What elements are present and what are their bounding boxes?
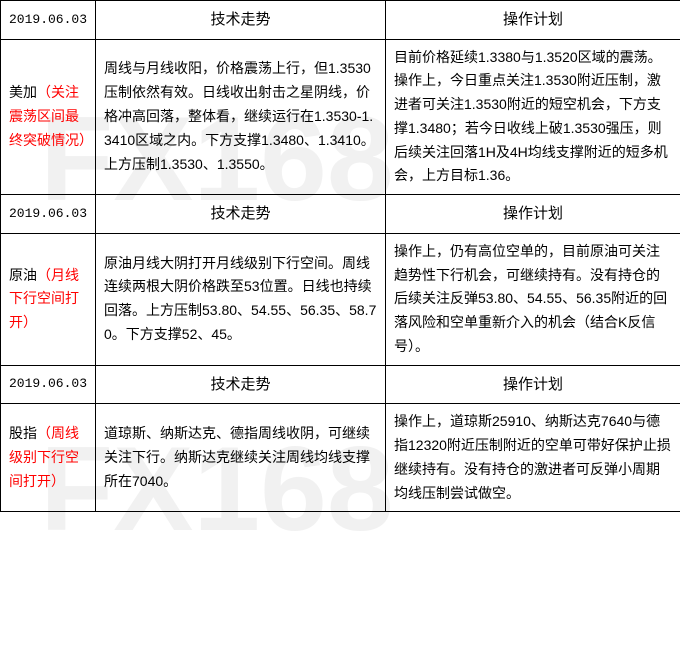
section-header-row: 2019.06.03技术走势操作计划 — [1, 365, 680, 404]
trend-header: 技术走势 — [96, 195, 386, 234]
trend-cell: 原油月线大阴打开月线级别下行空间。周线连续两根大阴价格跌至53位置。日线也持续回… — [96, 233, 386, 365]
instrument-name: 股指 — [9, 425, 37, 441]
plan-header: 操作计划 — [386, 195, 680, 234]
instrument-label-cell: 美加（关注震荡区间最终突破情况） — [1, 39, 96, 195]
section-content-row: 股指（周线级别下行空间打开）道琼斯、纳斯达克、德指周线收阴，可继续关注下行。纳斯… — [1, 404, 680, 512]
section-content-row: 美加（关注震荡区间最终突破情况）周线与月线收阳，价格震荡上行，但1.3530压制… — [1, 39, 680, 195]
plan-cell: 操作上，道琼斯25910、纳斯达克7640与德指12320附近压制附近的空单可带… — [386, 404, 680, 512]
date-cell: 2019.06.03 — [1, 365, 96, 404]
section-header-row: 2019.06.03技术走势操作计划 — [1, 195, 680, 234]
trend-header: 技术走势 — [96, 365, 386, 404]
analysis-table: 2019.06.03技术走势操作计划美加（关注震荡区间最终突破情况）周线与月线收… — [0, 0, 680, 512]
trend-cell: 道琼斯、纳斯达克、德指周线收阴，可继续关注下行。纳斯达克继续关注周线均线支撑所在… — [96, 404, 386, 512]
instrument-name: 原油 — [9, 267, 37, 283]
section-content-row: 原油（月线下行空间打开）原油月线大阴打开月线级别下行空间。周线连续两根大阴价格跌… — [1, 233, 680, 365]
trend-cell: 周线与月线收阳，价格震荡上行，但1.3530压制依然有效。日线收出射击之星阴线，… — [96, 39, 386, 195]
instrument-name: 美加 — [9, 84, 37, 100]
trend-header: 技术走势 — [96, 1, 386, 40]
plan-cell: 操作上，仍有高位空单的，目前原油可关注趋势性下行机会，可继续持有。没有持仓的后续… — [386, 233, 680, 365]
date-cell: 2019.06.03 — [1, 195, 96, 234]
instrument-label-cell: 原油（月线下行空间打开） — [1, 233, 96, 365]
section-header-row: 2019.06.03技术走势操作计划 — [1, 1, 680, 40]
plan-cell: 目前价格延续1.3380与1.3520区域的震荡。操作上，今日重点关注1.353… — [386, 39, 680, 195]
plan-header: 操作计划 — [386, 1, 680, 40]
instrument-label-cell: 股指（周线级别下行空间打开） — [1, 404, 96, 512]
plan-header: 操作计划 — [386, 365, 680, 404]
date-cell: 2019.06.03 — [1, 1, 96, 40]
